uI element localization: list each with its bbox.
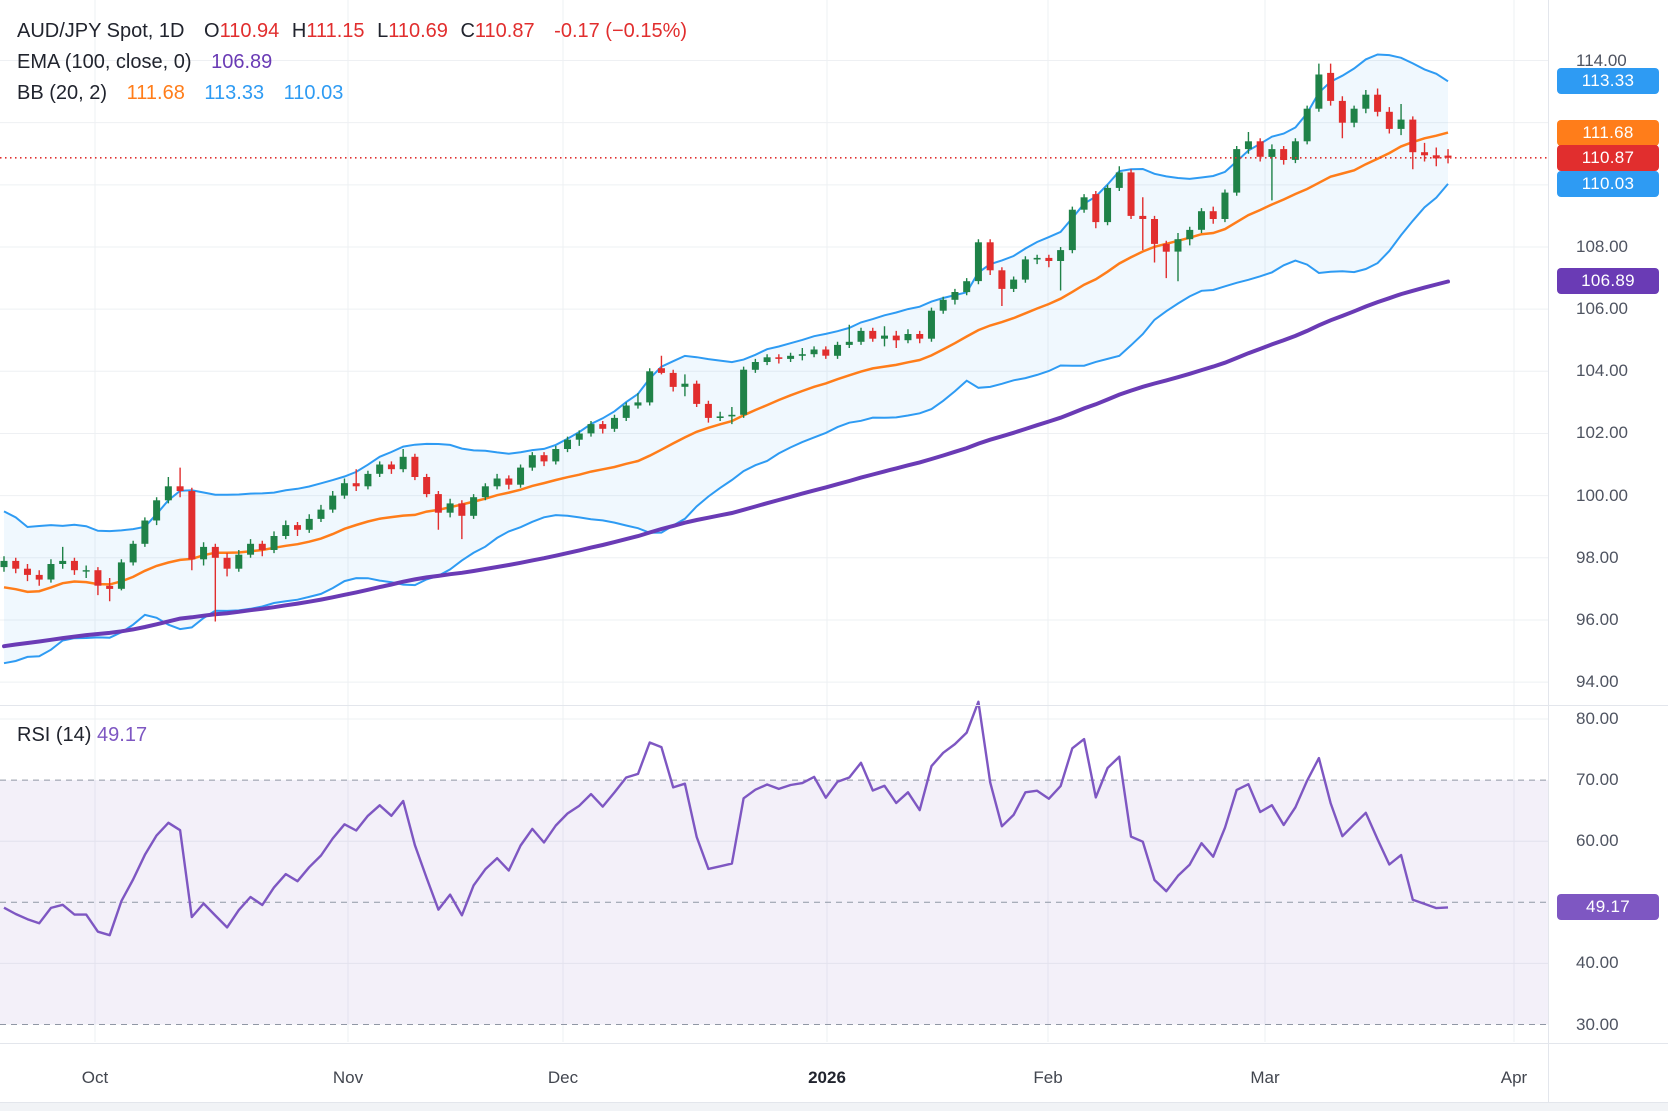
- ohlc-low: L110.69: [377, 20, 448, 42]
- bb-upper-value: 113.33: [204, 82, 265, 104]
- rsi-tick-label: 80.00: [1576, 709, 1619, 728]
- price-badge: 110.03: [1557, 170, 1659, 197]
- time-axis-label: Feb: [1033, 1068, 1063, 1087]
- price-badge: 106.89: [1557, 268, 1659, 295]
- price-tick-label: 102.00: [1576, 423, 1628, 443]
- ema-value: 106.89: [211, 51, 273, 73]
- symbol-title: AUD/JPY Spot, 1D: [17, 20, 185, 42]
- time-axis-label: Mar: [1250, 1068, 1280, 1087]
- bollinger-basis-line: [3, 131, 1449, 594]
- rsi-legend-row: RSI (14) 49.17: [17, 720, 147, 751]
- candle-wicks-up: [3, 63, 1402, 591]
- symbol-row: AUD/JPY Spot, 1D O110.94 H111.15 L110.69…: [17, 16, 687, 47]
- time-axis-label: Oct: [81, 1068, 109, 1087]
- rsi-label: RSI (14): [17, 724, 92, 746]
- bb-label: BB (20, 2): [17, 82, 108, 104]
- price-tick-label: 104.00: [1576, 361, 1628, 381]
- price-badge: 111.68: [1557, 119, 1659, 146]
- price-badge: 110.87: [1557, 144, 1659, 171]
- bb-basis-value: 111.68: [126, 82, 185, 104]
- rsi-line: [3, 700, 1449, 937]
- price-tick-label: 94.00: [1576, 672, 1619, 692]
- time-axis-label: Dec: [547, 1068, 579, 1087]
- candle-wicks-down: [15, 63, 1449, 622]
- rsi-badge: 49.17: [1557, 894, 1659, 921]
- ohlc-high: H111.15: [291, 20, 365, 42]
- ema100-line: [2, 279, 1450, 649]
- rsi-tick-label: 70.00: [1576, 770, 1619, 790]
- bb-legend-row: BB (20, 2) 111.68 113.33 110.03: [17, 78, 687, 109]
- price-tick-label: 96.00: [1576, 609, 1619, 629]
- ohlc-open: O110.94: [204, 20, 280, 42]
- time-axis-label: Apr: [1500, 1068, 1528, 1087]
- rsi-value: 49.17: [97, 724, 148, 746]
- ohlc-close: C110.87: [460, 20, 535, 42]
- ema-label: EMA (100, close, 0): [17, 51, 192, 73]
- time-axis-label: 2026: [808, 1068, 846, 1087]
- bb-lower-value: 110.03: [283, 82, 344, 104]
- price-tick-label: 98.00: [1576, 547, 1619, 567]
- price-badge: 113.33: [1557, 68, 1659, 95]
- ema-legend-row: EMA (100, close, 0) 106.89: [17, 47, 687, 78]
- price-tick-label: 108.00: [1576, 236, 1628, 256]
- rsi-tick-label: 60.00: [1576, 831, 1619, 851]
- rsi-tick-label: 40.00: [1576, 953, 1619, 973]
- rsi-tick-label: 30.00: [1576, 1014, 1619, 1034]
- bollinger-upper-line: [3, 53, 1449, 533]
- price-tick-label: 114.00: [1576, 50, 1627, 70]
- price-tick-label: 100.00: [1576, 485, 1628, 505]
- change-value: -0.17 (−0.15%): [554, 20, 688, 42]
- price-tick-label: 106.00: [1576, 299, 1628, 319]
- bottom-toolbar-strip: [0, 1102, 1668, 1111]
- main-legend: AUD/JPY Spot, 1D O110.94 H111.15 L110.69…: [17, 16, 687, 109]
- time-axis-label: Nov: [332, 1068, 364, 1087]
